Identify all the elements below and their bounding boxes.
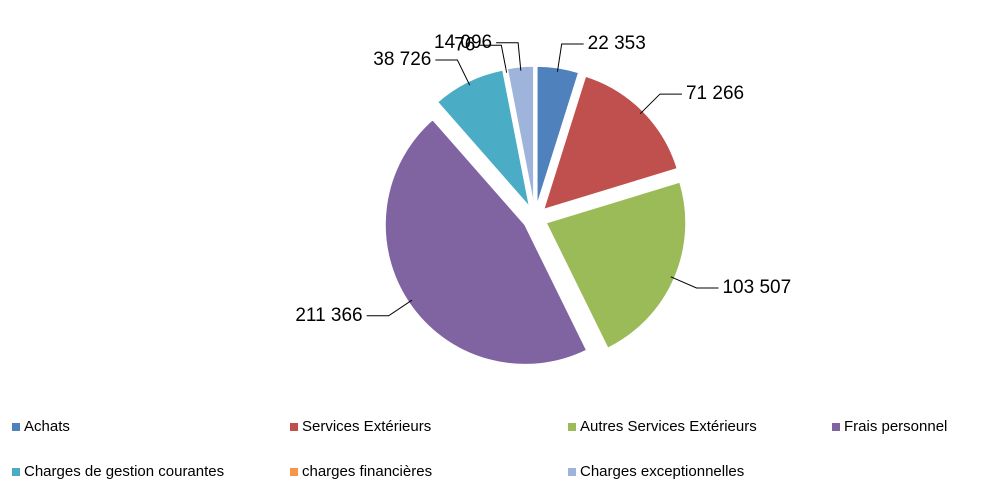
legend-swatch <box>568 468 576 476</box>
leader-line <box>496 42 522 71</box>
leader-line <box>479 44 508 73</box>
legend-label: charges financières <box>302 463 432 480</box>
leader-line <box>556 43 584 72</box>
legend-swatch <box>290 468 298 476</box>
legend-label: Services Extérieurs <box>302 418 431 435</box>
legend-label: Autres Services Extérieurs <box>580 418 757 435</box>
leader-line <box>639 93 682 115</box>
legend-label: Frais personnel <box>844 418 947 435</box>
legend-label: Charges de gestion courantes <box>24 463 224 480</box>
data-label: 211 366 <box>295 305 362 326</box>
data-label: 103 507 <box>722 277 791 298</box>
legend-swatch <box>12 468 20 476</box>
legend-label: Achats <box>24 418 70 435</box>
legend-swatch <box>290 423 298 431</box>
data-label: 38 726 <box>373 49 431 70</box>
legend-swatch <box>12 423 20 431</box>
leader-line <box>670 276 719 289</box>
data-label: 76 <box>454 34 475 55</box>
data-label: 22 353 <box>588 33 646 54</box>
data-label: 14 096 <box>434 32 492 53</box>
leader-line <box>366 299 413 317</box>
leader-line <box>435 59 471 86</box>
legend-swatch <box>832 423 840 431</box>
legend-label: Charges exceptionnelles <box>580 463 744 480</box>
legend-swatch <box>568 423 576 431</box>
data-label: 71 266 <box>686 83 744 104</box>
